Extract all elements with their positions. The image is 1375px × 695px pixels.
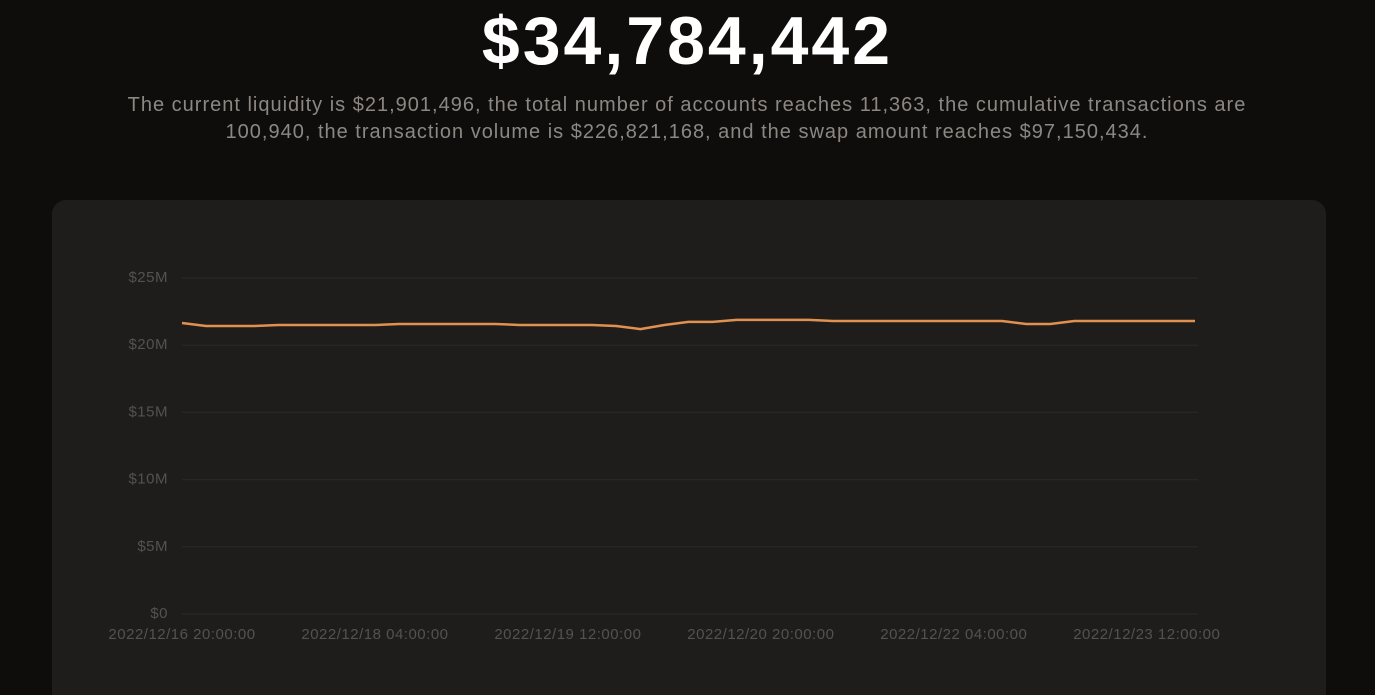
x-tick-label: 2022/12/23 12:00:00 [1073,626,1220,643]
x-tick-label: 2022/12/20 20:00:00 [687,626,834,643]
y-tick-label: $20M [128,336,168,353]
chart-panel [52,200,1326,695]
line [181,318,1195,331]
y-tick-label: $10M [128,471,168,488]
y-tick-label: $25M [128,269,168,286]
total-amount: $34,784,442 [481,3,894,79]
x-tick-label: 2022/12/19 12:00:00 [494,626,641,643]
y-tick-label: $0 [150,605,168,622]
description: The current liquidity is $21,901,496, th… [127,94,1247,143]
y-tick-label: $5M [137,538,168,555]
y-tick-label: $15M [128,403,168,420]
x-tick-label: 2022/12/18 04:00:00 [301,626,448,643]
x-tick-label: 2022/12/22 04:00:00 [880,626,1027,643]
x-tick-label: 2022/12/16 20:00:00 [108,626,255,643]
